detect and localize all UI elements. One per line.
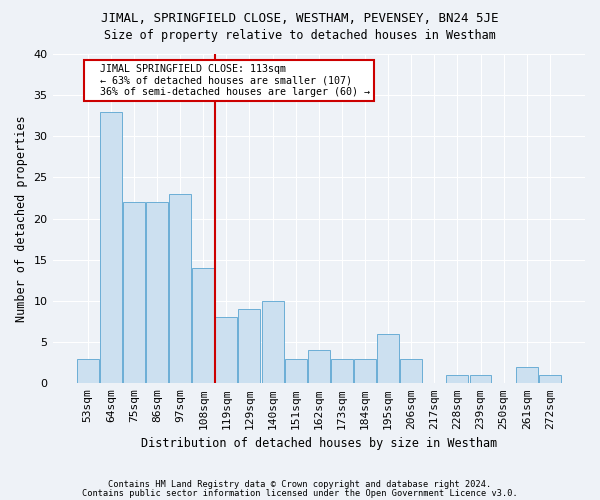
- Bar: [238, 309, 260, 384]
- Bar: [331, 358, 353, 384]
- Bar: [100, 112, 122, 384]
- Bar: [192, 268, 214, 384]
- Bar: [377, 334, 399, 384]
- Bar: [446, 375, 469, 384]
- X-axis label: Distribution of detached houses by size in Westham: Distribution of detached houses by size …: [140, 437, 497, 450]
- Bar: [262, 301, 284, 384]
- Bar: [77, 358, 98, 384]
- Bar: [123, 202, 145, 384]
- Bar: [284, 358, 307, 384]
- Y-axis label: Number of detached properties: Number of detached properties: [15, 116, 28, 322]
- Text: Contains public sector information licensed under the Open Government Licence v3: Contains public sector information licen…: [82, 490, 518, 498]
- Bar: [400, 358, 422, 384]
- Bar: [470, 375, 491, 384]
- Bar: [354, 358, 376, 384]
- Bar: [539, 375, 561, 384]
- Bar: [308, 350, 330, 384]
- Bar: [169, 194, 191, 384]
- Text: JIMAL, SPRINGFIELD CLOSE, WESTHAM, PEVENSEY, BN24 5JE: JIMAL, SPRINGFIELD CLOSE, WESTHAM, PEVEN…: [101, 12, 499, 26]
- Text: JIMAL SPRINGFIELD CLOSE: 113sqm
  ← 63% of detached houses are smaller (107)
  3: JIMAL SPRINGFIELD CLOSE: 113sqm ← 63% of…: [88, 64, 370, 97]
- Bar: [215, 318, 238, 384]
- Text: Contains HM Land Registry data © Crown copyright and database right 2024.: Contains HM Land Registry data © Crown c…: [109, 480, 491, 489]
- Bar: [146, 202, 168, 384]
- Text: Size of property relative to detached houses in Westham: Size of property relative to detached ho…: [104, 29, 496, 42]
- Bar: [516, 367, 538, 384]
